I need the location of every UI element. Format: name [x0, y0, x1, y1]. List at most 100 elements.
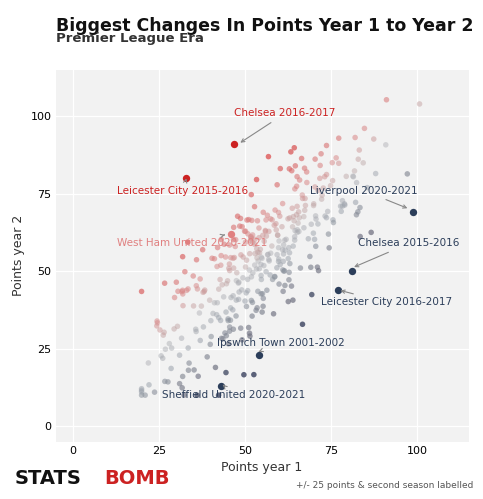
Point — [293, 229, 301, 237]
Point — [311, 183, 319, 191]
Point — [222, 253, 229, 261]
Point — [317, 150, 325, 158]
Point — [255, 234, 263, 242]
Point — [297, 264, 304, 272]
Point — [261, 227, 269, 235]
Point — [265, 228, 273, 236]
Point — [289, 213, 297, 221]
Point — [307, 220, 315, 228]
Point — [265, 255, 272, 263]
Point — [304, 235, 312, 243]
Point — [153, 322, 161, 330]
Point — [313, 263, 321, 271]
Point — [353, 211, 360, 219]
Point — [279, 266, 286, 274]
Point — [276, 260, 284, 268]
Point — [236, 222, 243, 230]
Point — [349, 172, 357, 180]
Point — [216, 275, 224, 283]
Point — [348, 267, 355, 275]
Point — [253, 245, 261, 253]
Point — [167, 364, 175, 372]
Point — [227, 304, 235, 312]
Point — [248, 217, 256, 225]
Point — [257, 253, 265, 261]
Point — [227, 230, 235, 238]
Point — [312, 212, 319, 220]
Point — [350, 173, 357, 181]
Point — [329, 216, 337, 224]
Point — [284, 254, 292, 262]
Point — [286, 214, 294, 222]
Point — [285, 165, 293, 173]
Point — [264, 211, 271, 219]
Point — [295, 208, 302, 216]
Point — [298, 191, 306, 199]
Point — [287, 148, 295, 156]
Point — [231, 243, 239, 250]
Point — [207, 332, 215, 340]
Point — [301, 164, 309, 172]
Point — [185, 366, 192, 374]
Point — [272, 220, 280, 228]
Point — [323, 142, 330, 150]
Point — [179, 286, 186, 294]
Point — [198, 302, 205, 310]
Point — [242, 256, 250, 264]
Point — [213, 299, 221, 307]
Point — [170, 325, 178, 333]
Point — [252, 306, 260, 314]
Point — [164, 378, 172, 386]
Point — [213, 311, 221, 319]
Point — [176, 351, 184, 359]
Point — [201, 286, 209, 294]
Point — [218, 281, 226, 289]
Point — [268, 242, 276, 250]
Point — [232, 296, 240, 304]
Point — [259, 302, 267, 310]
Point — [235, 278, 243, 286]
Text: STATS: STATS — [14, 469, 81, 488]
Point — [241, 227, 248, 235]
Point — [245, 216, 253, 224]
Point — [253, 254, 261, 262]
Point — [314, 220, 322, 228]
Point — [278, 223, 286, 231]
Point — [229, 292, 237, 300]
Point — [231, 140, 239, 148]
Point — [206, 296, 213, 304]
Point — [217, 251, 225, 259]
Point — [224, 315, 232, 323]
Point — [276, 212, 284, 220]
Point — [217, 382, 225, 390]
Point — [279, 200, 286, 208]
Point — [248, 312, 256, 320]
Point — [215, 314, 223, 322]
Point — [227, 253, 235, 261]
Point — [341, 201, 349, 209]
Point — [166, 340, 173, 348]
Point — [242, 227, 249, 235]
Point — [237, 251, 245, 259]
Point — [298, 320, 306, 328]
Point — [251, 261, 258, 269]
Point — [185, 359, 193, 367]
Point — [211, 299, 218, 307]
Point — [174, 287, 182, 295]
Point — [351, 167, 358, 175]
Point — [233, 269, 241, 277]
Text: Biggest Changes In Points Year 1 to Year 2: Biggest Changes In Points Year 1 to Year… — [56, 17, 473, 35]
Point — [339, 197, 346, 205]
Point — [290, 144, 298, 152]
Point — [274, 231, 282, 239]
Point — [285, 244, 293, 251]
Point — [335, 159, 342, 167]
Point — [416, 100, 424, 108]
Point — [157, 352, 165, 360]
Point — [249, 298, 256, 306]
Point — [138, 391, 145, 399]
Point — [270, 221, 278, 229]
Point — [235, 288, 243, 296]
Point — [279, 257, 287, 265]
Point — [240, 371, 248, 379]
